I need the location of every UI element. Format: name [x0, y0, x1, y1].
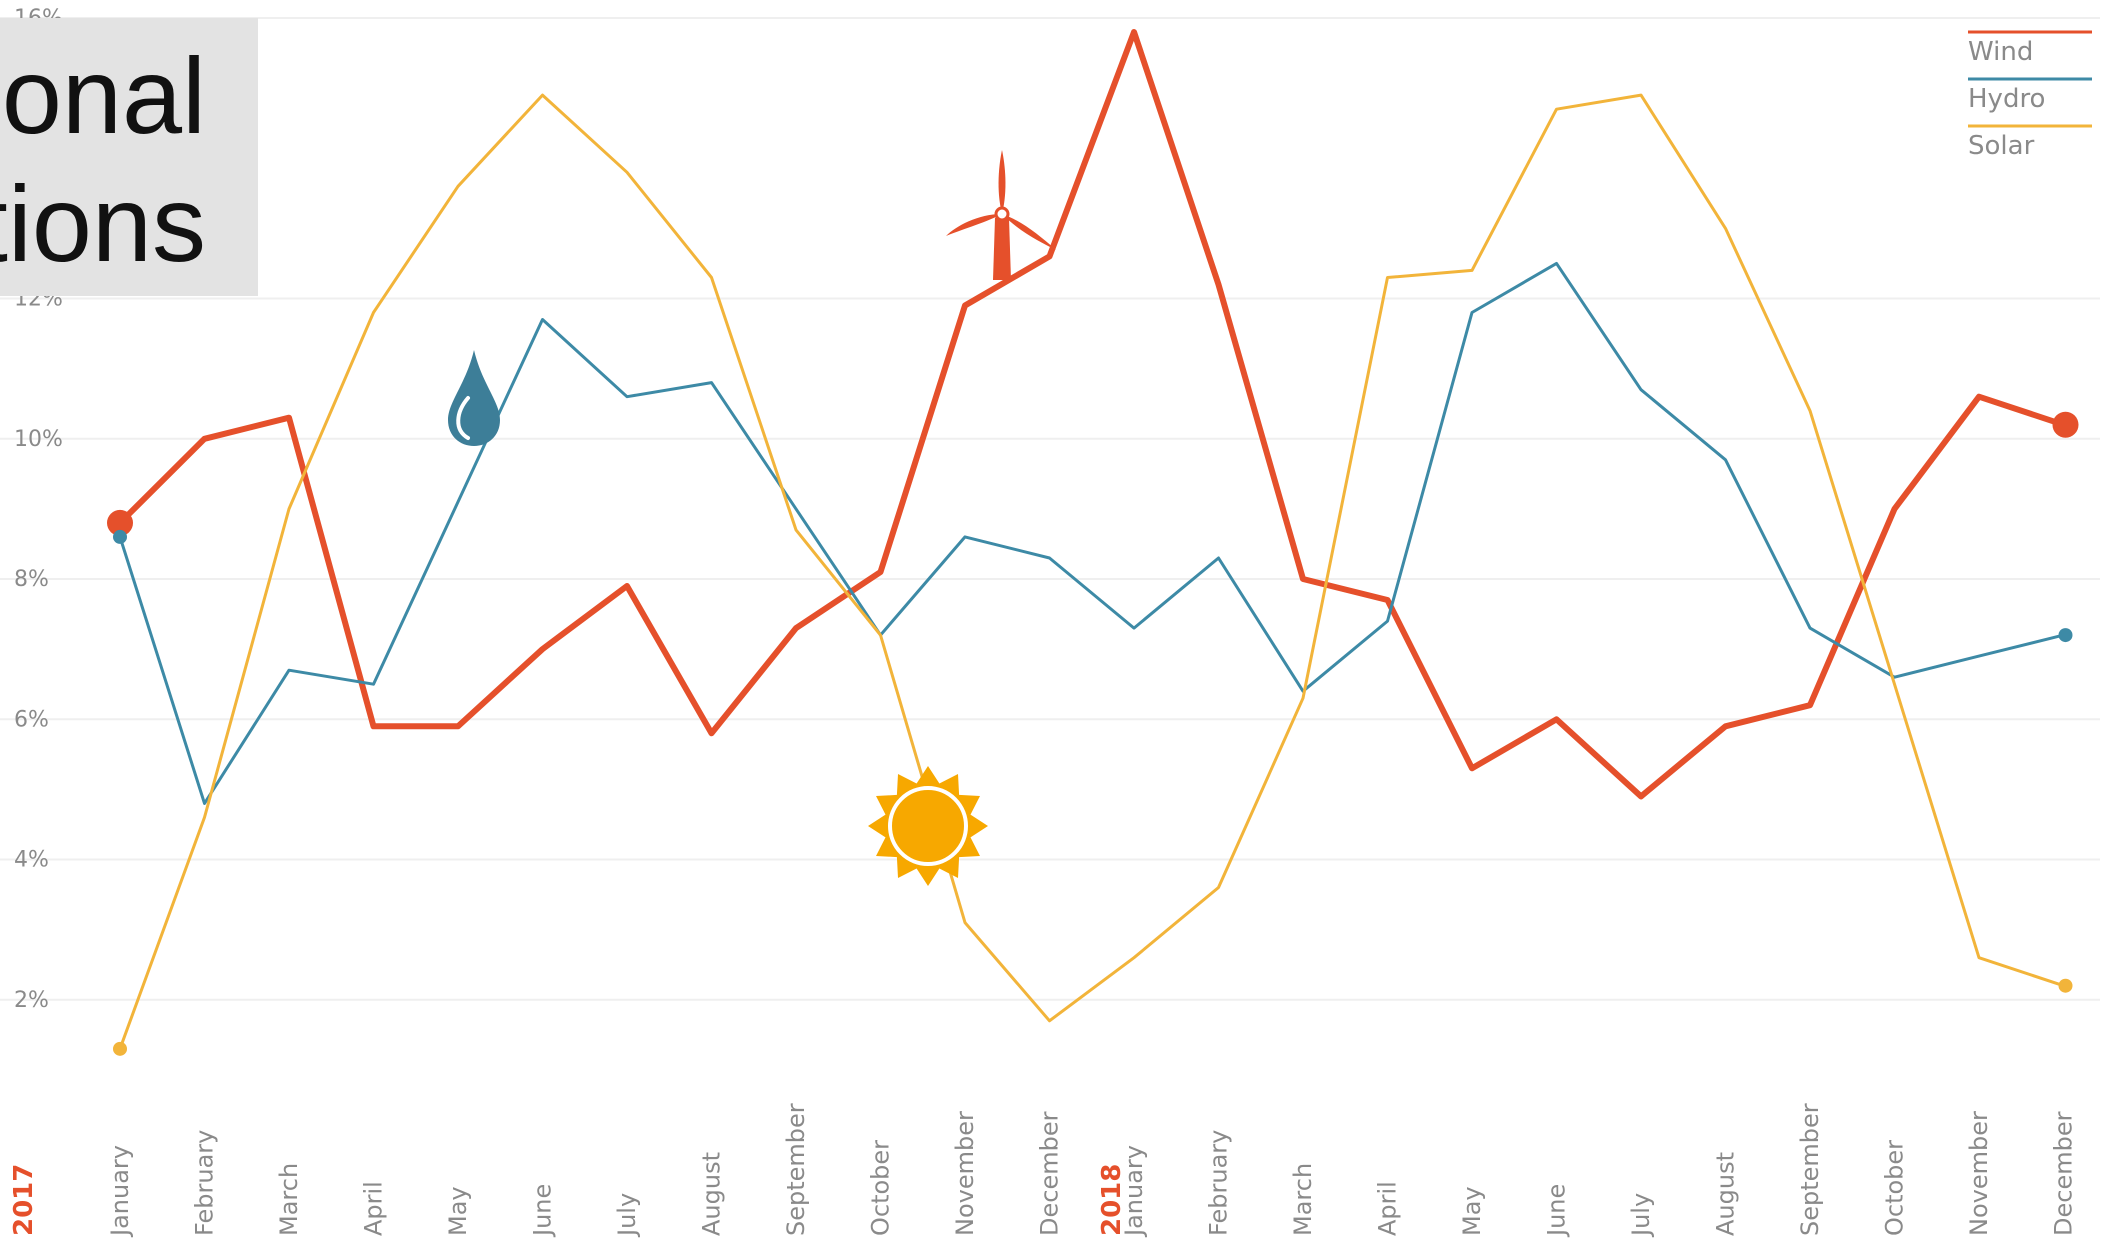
icon-layer	[448, 150, 1056, 886]
series-end-point-wind	[2052, 411, 2079, 438]
x-tick-label: August	[1712, 1152, 1740, 1236]
year-labels: 2017 2018	[9, 1164, 1127, 1236]
series-line-solar	[118, 93, 2065, 1051]
series-layer	[117, 29, 2067, 1051]
legend-label-hydro: Hydro	[1968, 84, 2045, 114]
x-tick-label: July	[613, 1193, 641, 1238]
legend: Wind Hydro Solar	[1968, 30, 2092, 161]
x-tick-label: March	[275, 1163, 303, 1236]
x-tick-label: September	[782, 1103, 810, 1236]
series-start-point-solar	[113, 1041, 127, 1056]
series-endpoints	[107, 411, 2079, 1056]
x-tick-label: February	[191, 1130, 219, 1236]
x-tick-label: October	[1881, 1140, 1909, 1236]
x-tick-label: April	[1374, 1181, 1402, 1236]
x-axis-labels: January February March April May June July Augu…	[106, 1103, 2078, 1238]
x-tick-label: November	[951, 1111, 979, 1236]
legend-label-wind: Wind	[1968, 37, 2033, 67]
series-line-wind	[117, 29, 2067, 800]
y-tick-label: 4%	[14, 848, 49, 873]
series-end-point-hydro	[2058, 628, 2073, 643]
x-tick-label: April	[360, 1181, 388, 1236]
sun-icon	[868, 766, 988, 886]
x-tick-label: December	[1036, 1111, 1064, 1236]
y-axis-ticks: 2%4%6%8%10%12%16%	[14, 6, 63, 1013]
x-tick-label: March	[1289, 1163, 1317, 1236]
title-line-1: onal	[1, 35, 206, 156]
x-tick-label: September	[1796, 1103, 1824, 1236]
series-end-point-solar	[2058, 978, 2073, 993]
grid-layer	[0, 17, 2100, 1001]
x-tick-label: October	[867, 1140, 895, 1236]
x-tick-label: December	[2050, 1111, 2078, 1236]
x-tick-label: July	[1627, 1193, 1655, 1238]
y-tick-label: 6%	[14, 707, 49, 732]
year-label: 2017	[9, 1164, 39, 1236]
x-tick-label: June	[1543, 1184, 1571, 1238]
title-line-2: tions	[0, 163, 206, 284]
legend-label-solar: Solar	[1968, 131, 2035, 161]
y-tick-label: 2%	[14, 988, 49, 1013]
series-start-point-wind	[107, 509, 133, 536]
water-drop-icon	[448, 350, 500, 446]
x-tick-label: February	[1205, 1130, 1233, 1236]
x-tick-label: January	[1120, 1145, 1148, 1238]
x-tick-label: May	[444, 1186, 472, 1236]
x-tick-label: January	[106, 1145, 134, 1238]
x-tick-label: May	[1458, 1186, 1486, 1236]
title-box: onal tions	[0, 18, 258, 296]
year-label: 2018	[1097, 1164, 1127, 1236]
wind-turbine-icon	[946, 150, 1056, 280]
series-start-point-hydro	[113, 529, 127, 544]
y-tick-label: 10%	[14, 427, 63, 452]
x-tick-label: August	[698, 1152, 726, 1236]
series-line-hydro	[118, 261, 2065, 805]
y-tick-label: 8%	[14, 567, 49, 592]
x-tick-label: November	[1965, 1111, 1993, 1236]
x-tick-label: June	[529, 1184, 557, 1238]
